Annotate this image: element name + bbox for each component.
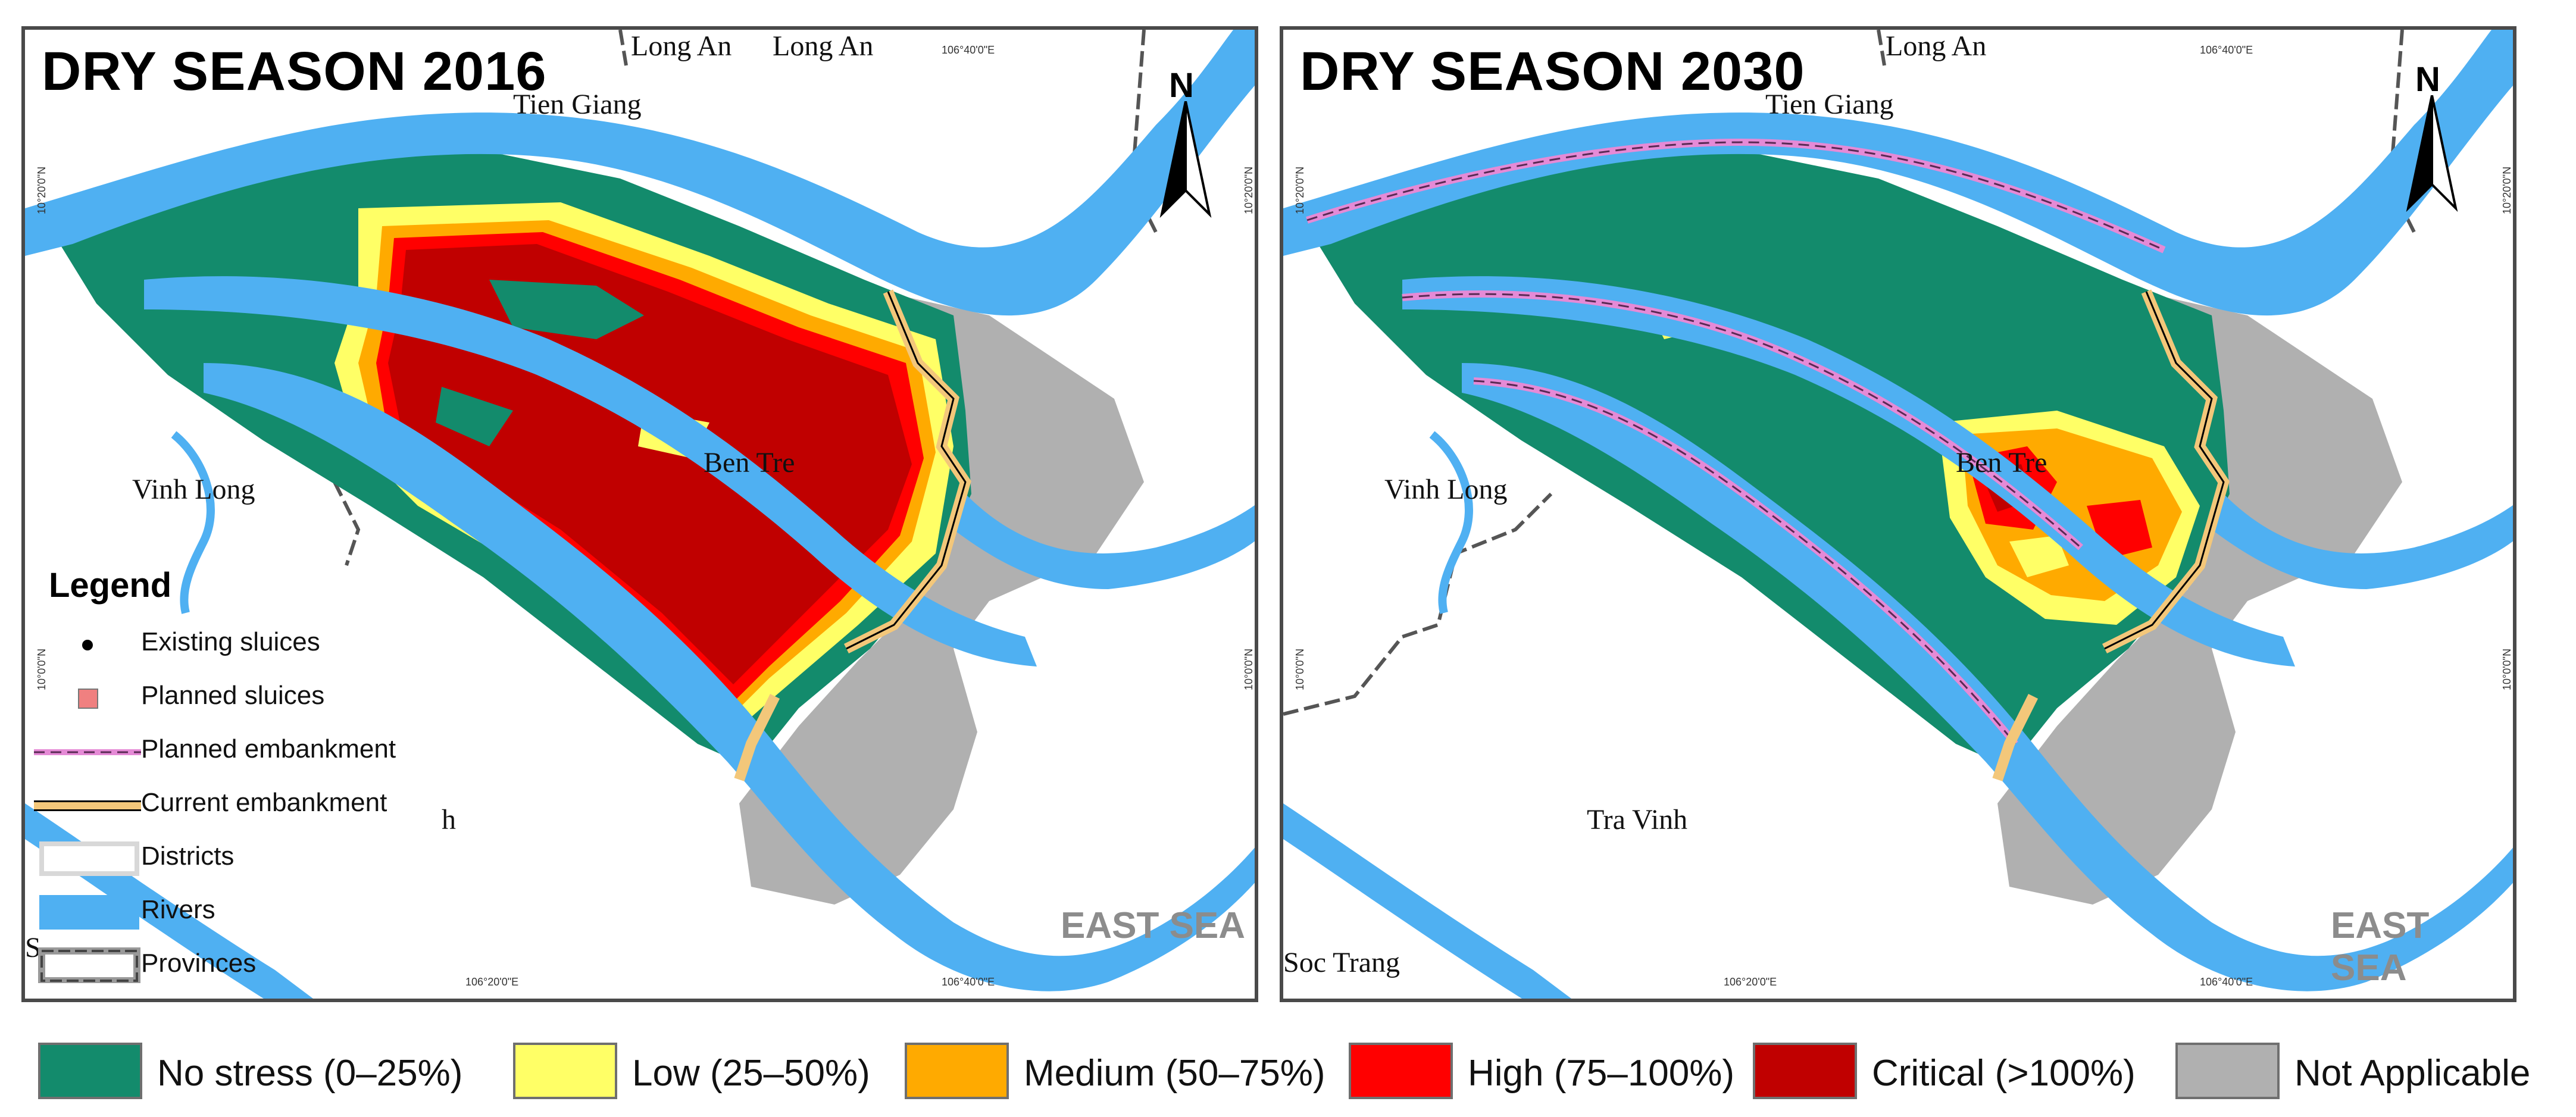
class-label: Not Applicable xyxy=(2294,1053,2531,1094)
river xyxy=(1283,803,1571,999)
current-embankment-icon xyxy=(34,800,141,811)
north-arrow: N xyxy=(2402,60,2462,214)
coord-label: 106°40'0"E xyxy=(942,44,995,56)
districts-icon xyxy=(39,841,139,876)
place-label-ben-tre: Ben Tre xyxy=(1956,447,2047,478)
river xyxy=(954,494,1255,589)
legend-label: Provinces xyxy=(141,949,257,978)
coord-label: 10°20'0"N xyxy=(1243,166,1255,214)
rivers-icon xyxy=(39,895,139,930)
no-stress-patch xyxy=(489,280,644,339)
legend-item: Existing sluices xyxy=(25,619,477,667)
north-arrow-icon xyxy=(1159,101,1212,218)
legend-label: Districts xyxy=(141,841,235,871)
coord-label: 106°40'0"E xyxy=(2200,44,2253,56)
legend-item: Provinces xyxy=(25,940,477,988)
place-label-vinh-long: Vinh Long xyxy=(1384,474,1508,505)
sea-label: EAST SEA xyxy=(1061,905,1246,946)
river xyxy=(25,30,1255,315)
legend-label: Rivers xyxy=(141,895,215,924)
river xyxy=(25,803,313,999)
coord-label: 10°20'0"N xyxy=(36,166,48,214)
place-label-long-an: Long An xyxy=(773,30,874,62)
coord-label: 10°0'0"N xyxy=(2501,648,2513,690)
legend-item: Planned sluices xyxy=(25,672,477,720)
river xyxy=(1429,431,1473,614)
legend-item: Districts xyxy=(25,833,477,881)
planned-embankment-icon xyxy=(34,749,141,755)
north-label: N xyxy=(1169,66,1194,105)
current-embankment-outline xyxy=(846,291,967,650)
class-label: Critical (>100%) xyxy=(1872,1053,2136,1094)
place-label-ben-tre: Ben Tre xyxy=(704,447,795,478)
map-panel-2030: DRY SEASON 2030 Long An Tien Giang Vinh … xyxy=(1280,26,2516,1002)
low-swatch xyxy=(513,1043,617,1099)
critical-swatch xyxy=(1753,1043,1857,1099)
class-label: Medium (50–75%) xyxy=(1024,1053,1325,1094)
class-label: Low (25–50%) xyxy=(632,1053,870,1094)
no-stress-patch xyxy=(436,387,513,446)
place-label-tien-giang: Tien Giang xyxy=(513,89,642,120)
coord-label: 106°20'0"E xyxy=(465,976,519,988)
place-label-long-an: Long An xyxy=(631,30,732,62)
stress-class-legend: No stress (0–25%) Low (25–50%) Medium (5… xyxy=(0,1030,2576,1113)
place-label-tien-giang: Tien Giang xyxy=(1765,89,1894,120)
north-label: N xyxy=(2415,60,2440,99)
place-label-long-an: Long An xyxy=(1886,30,1987,62)
legend-label: Planned sluices xyxy=(141,681,325,710)
current-embankment-outline xyxy=(2104,291,2225,650)
no-stress-swatch xyxy=(38,1043,142,1099)
north-arrow: N xyxy=(1156,65,1215,220)
provinces-icon xyxy=(38,947,140,983)
legend-item: Current embankment xyxy=(25,780,477,827)
river xyxy=(171,431,215,614)
map-panel-2016: DRY SEASON 2016 Long An Long An Tien Gia… xyxy=(21,26,1258,1002)
planned-embankment xyxy=(1306,141,2165,251)
class-label: No stress (0–25%) xyxy=(157,1053,463,1094)
map-2016 xyxy=(25,30,1255,999)
existing-sluice-icon xyxy=(82,640,93,650)
river xyxy=(1462,363,2513,991)
place-label-soc-trang: Soc Trang xyxy=(1283,947,1400,978)
legend-item: Planned embankment xyxy=(25,726,477,774)
coord-label: 106°20'0"E xyxy=(1724,976,1777,988)
high-swatch xyxy=(1349,1043,1453,1099)
medium-swatch xyxy=(905,1043,1009,1099)
legend-title: Legend xyxy=(49,566,172,605)
planned-embankment xyxy=(1473,380,2017,744)
coord-label: 10°0'0"N xyxy=(1294,648,1306,690)
legend-label: Planned embankment xyxy=(141,734,396,764)
not-applicable-area xyxy=(1997,292,2402,905)
river xyxy=(2212,494,2513,589)
river xyxy=(144,276,1037,667)
river xyxy=(204,363,1255,991)
river xyxy=(1283,30,2513,315)
river xyxy=(1402,276,2295,667)
coord-label: 106°40'0"E xyxy=(942,976,995,988)
not-applicable-swatch xyxy=(2175,1043,2280,1099)
legend-item: Rivers xyxy=(25,887,477,934)
current-embankment xyxy=(1992,693,2039,781)
north-arrow-icon xyxy=(2406,95,2458,212)
panel-title: DRY SEASON 2030 xyxy=(1300,41,1805,102)
legend-label: Existing sluices xyxy=(141,627,320,656)
place-label-vinh-long: Vinh Long xyxy=(132,474,255,505)
coord-label: 106°40'0"E xyxy=(2200,976,2253,988)
map-2030 xyxy=(1283,30,2513,999)
coord-label: 10°0'0"N xyxy=(1243,648,1255,690)
map-legend: Legend Existing sluices Planned sluices … xyxy=(25,565,477,999)
class-label: High (75–100%) xyxy=(1468,1053,1735,1094)
low-stress-patch xyxy=(2009,536,2069,577)
planned-sluice-icon xyxy=(78,689,98,709)
planned-embankment xyxy=(1402,293,2081,549)
current-embankment xyxy=(734,693,780,781)
panel-title: DRY SEASON 2016 xyxy=(42,41,547,102)
sea-label: EAST SEA xyxy=(2331,905,2430,988)
coord-label: 10°20'0"N xyxy=(2501,166,2513,214)
place-label-tra-vinh: Tra Vinh xyxy=(1587,804,1688,836)
place-label-tra-vinh: h xyxy=(442,804,456,836)
not-applicable-area xyxy=(739,292,1144,905)
coord-label: 10°20'0"N xyxy=(1294,166,1306,214)
legend-label: Current embankment xyxy=(141,788,387,817)
